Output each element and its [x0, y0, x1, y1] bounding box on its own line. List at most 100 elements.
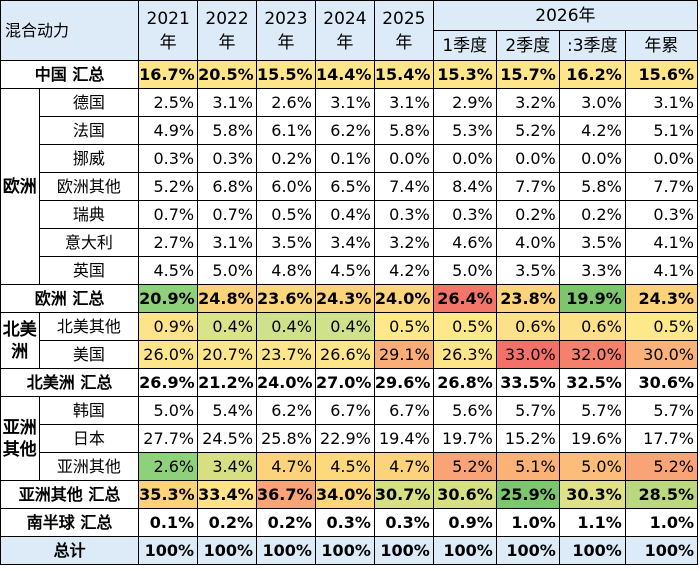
table-cell: 0.7% [138, 200, 199, 229]
table-cell: 2.9% [432, 88, 497, 117]
table-cell: 6.0% [256, 172, 316, 201]
total-cell: 0.2% [256, 508, 316, 537]
table-cell: 4.2% [558, 116, 626, 145]
quarter-header: 2季度 [495, 30, 560, 61]
total-cell: 0.3% [314, 508, 375, 537]
table-cell: 0.3% [197, 144, 258, 173]
total-cell: 0.3% [373, 508, 434, 537]
total-row-label: 亚洲其他 汇总 [0, 480, 140, 509]
table-cell: 0.0% [432, 144, 497, 173]
table-cell: 5.8% [558, 172, 626, 201]
total-cell: 27.0% [314, 368, 375, 397]
total-row: 亚洲其他 汇总 35.3% 33.4% 36.7% 34.0% 30.7% 30.6% 25.… [0, 480, 699, 509]
table-cell: 0.7% [197, 200, 258, 229]
table-cell: 3.1% [197, 88, 258, 117]
total-cell: 21.2% [197, 368, 258, 397]
row-label: 美国 [38, 340, 140, 369]
table-cell: 15.2% [495, 424, 560, 453]
row-label: 法国 [38, 116, 140, 145]
total-cell: 24.3% [624, 284, 699, 313]
table-cell: 5.6% [432, 396, 497, 425]
table-cell: 5.0% [197, 256, 258, 285]
table-cell: 5.2% [495, 116, 560, 145]
total-cell: 26.8% [432, 368, 497, 397]
table-cell: 6.7% [373, 396, 434, 425]
total-cell: 23.6% [256, 284, 316, 313]
total-cell: 100% [495, 536, 560, 565]
total-cell: 35.3% [138, 480, 199, 509]
quarter-header: :3季度 [558, 30, 626, 61]
table-row: 意大利 2.7% 3.1% 3.5% 3.4% 3.2% 4.6% 4.0% 3.5% 4.1% [1, 228, 699, 257]
total-cell: 24.3% [314, 284, 375, 313]
total-cell: 24.0% [256, 368, 316, 397]
table-cell: 24.5% [197, 424, 258, 453]
table-cell: 22.9% [314, 424, 375, 453]
total-row-label: 中国 汇总 [0, 60, 140, 89]
total-cell: 36.7% [256, 480, 316, 509]
region-label: 亚洲其他 [0, 396, 40, 481]
total-cell: 25.9% [495, 480, 560, 509]
total-cell: 16.7% [138, 60, 199, 89]
table-cell: 0.4% [256, 312, 316, 341]
row-label: 日本 [38, 424, 140, 453]
table-row: 挪威 0.3% 0.3% 0.2% 0.1% 0.0% 0.0% 0.0% 0.0% 0.0% [1, 144, 699, 173]
table-cell: 4.5% [314, 256, 375, 285]
table-cell: 7.7% [624, 172, 699, 201]
total-cell: 1.1% [558, 508, 626, 537]
table-cell: 32.0% [558, 340, 626, 369]
table-cell: 26.3% [432, 340, 497, 369]
table-cell: 29.1% [373, 340, 434, 369]
table-row: 欧洲 德国 2.5% 3.1% 2.6% 3.1% 3.1% 2.9% 3.2% 3.0% 3.1% [0, 88, 699, 285]
table-cell: 3.3% [558, 256, 626, 285]
table-cell: 3.1% [624, 88, 699, 117]
table-cell: 0.6% [558, 312, 626, 341]
total-cell: 100% [256, 536, 316, 565]
total-cell: 15.3% [432, 60, 497, 89]
total-cell: 15.7% [495, 60, 560, 89]
row-label: 瑞典 [38, 200, 140, 229]
table-cell: 5.7% [495, 396, 560, 425]
year-2026-header: 2026年 [432, 0, 699, 31]
table-cell: 4.5% [138, 256, 199, 285]
total-cell: 26.4% [432, 284, 497, 313]
total-cell: 100% [197, 536, 258, 565]
total-cell: 1.0% [624, 508, 699, 537]
total-cell: 0.2% [197, 508, 258, 537]
table-cell: 3.2% [373, 228, 434, 257]
year-label: 2021 年 [146, 8, 190, 53]
ytd-header: 年累 [624, 30, 699, 61]
table-cell: 4.5% [314, 452, 375, 481]
table-cell: 0.2% [558, 200, 626, 229]
table-cell: 0.4% [314, 200, 375, 229]
table-cell: 0.2% [495, 200, 560, 229]
total-cell: 30.6% [432, 480, 497, 509]
table-cell: 20.7% [197, 340, 258, 369]
table-cell: 5.0% [432, 256, 497, 285]
total-cell: 24.0% [373, 284, 434, 313]
table-row: 美国 26.0% 20.7% 23.7% 26.6% 29.1% 26.3% 33.0% 32.… [1, 340, 699, 369]
total-row-label: 欧洲 汇总 [0, 284, 140, 313]
table-cell: 2.5% [138, 88, 199, 117]
table-cell: 6.2% [314, 116, 375, 145]
total-row: 北美洲 汇总 26.9% 21.2% 24.0% 27.0% 29.6% 26.8% 33.5… [0, 368, 699, 397]
table-row: 英国 4.5% 5.0% 4.8% 4.5% 4.2% 5.0% 3.5% 3.3% 4.1% [1, 256, 699, 285]
row-label: 韩国 [38, 396, 140, 425]
table-cell: 6.2% [256, 396, 316, 425]
total-row: 总计 100% 100% 100% 100% 100% 100% 100% 100% 100% [0, 536, 699, 565]
table-cell: 25.8% [256, 424, 316, 453]
total-cell: 14.4% [314, 60, 375, 89]
table-cell: 3.4% [314, 228, 375, 257]
total-cell: 15.4% [373, 60, 434, 89]
table-cell: 23.7% [256, 340, 316, 369]
year-header: 2023 年 [256, 0, 316, 61]
total-cell: 100% [373, 536, 434, 565]
table-cell: 7.7% [495, 172, 560, 201]
total-cell: 26.9% [138, 368, 199, 397]
table-cell: 26.6% [314, 340, 375, 369]
year-header: 2025 年 [373, 0, 434, 61]
table-cell: 19.4% [373, 424, 434, 453]
total-cell: 0.9% [432, 508, 497, 537]
table-cell: 3.1% [373, 88, 434, 117]
table-row: 北美洲 北美其他 0.9% 0.4% 0.4% 0.4% 0.5% 0.5% 0.6% 0.6% 0… [0, 312, 699, 369]
row-label: 意大利 [38, 228, 140, 257]
